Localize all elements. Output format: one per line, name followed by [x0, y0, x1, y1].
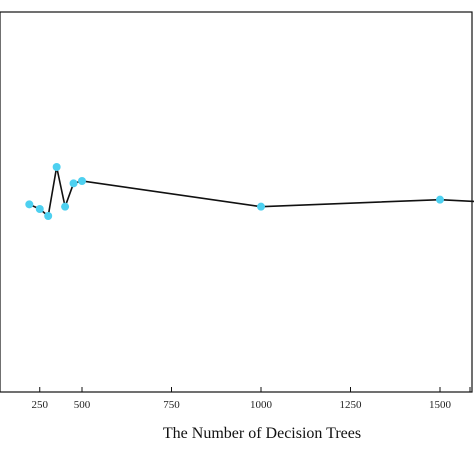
plot-frame [0, 11, 473, 393]
data-point [25, 200, 34, 209]
data-point [52, 163, 61, 171]
x-tick-label: 1250 [340, 399, 363, 411]
data-point [35, 205, 44, 213]
x-tick-label: 750 [163, 399, 180, 411]
x-tick-label: 500 [74, 399, 91, 411]
data-point [69, 179, 78, 188]
data-point [78, 177, 86, 185]
plot-border [0, 11, 473, 393]
data-point [436, 195, 444, 204]
x-tick-label: 1500 [429, 399, 452, 411]
x-tick-label: 250 [32, 399, 49, 411]
series-line [28, 166, 474, 218]
data-point [61, 202, 70, 211]
x-axis-ticks: 2505007501000125015000 [32, 387, 471, 411]
data-point [44, 212, 53, 220]
x-axis-label: The Number of Decision Trees [163, 425, 361, 442]
series-layer [25, 163, 474, 220]
x-tick-label: 1000 [250, 399, 273, 411]
data-point [257, 202, 265, 211]
